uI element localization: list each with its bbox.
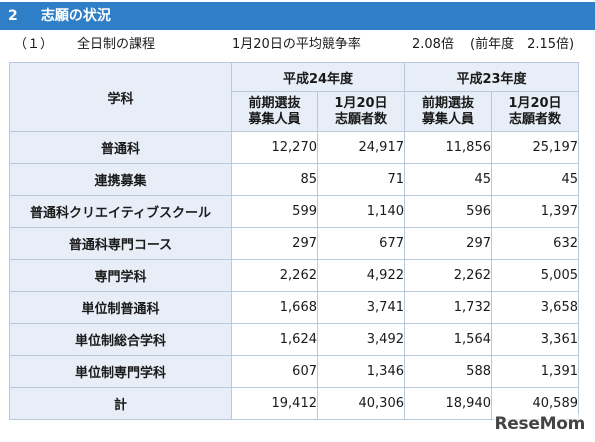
year-header-h23: 平成23年度 [404,62,579,92]
table-cell: 45 [404,163,492,196]
table-row: 単位制普通科 1,668 3,741 1,732 3,658 [9,291,579,324]
subheader-line: （１） 全日制の課程 1月20日の平均競争率 2.08倍 (前年度 2.15倍) [0,34,595,56]
table-cell: 2,262 [231,259,318,292]
row-subject: 普通科クリエイティブスクール [9,195,232,228]
table-cell: 599 [231,195,318,228]
subcol-header: 前期選抜 募集人員 [231,91,318,132]
table-cell: 1,140 [317,195,405,228]
table-cell: 18,940 [404,387,492,420]
table-cell: 45 [491,163,579,196]
table-row: 単位制総合学科 1,624 3,492 1,564 3,361 [9,323,579,356]
year-header-h24: 平成24年度 [231,62,405,92]
row-subject: 連携募集 [9,163,232,196]
table-cell: 1,564 [404,323,492,356]
table-cell: 3,361 [491,323,579,356]
row-subject: 普通科専門コース [9,227,232,260]
application-status-table: 学科 平成24年度 平成23年度 前期選抜 募集人員 1月20日 志願者数 前期選抜… [9,62,579,420]
section-title: 志願の状況 [40,8,111,24]
table-cell: 5,005 [491,259,579,292]
table-row: 連携募集 85 71 45 45 [9,163,579,196]
table-cell: 1,624 [231,323,318,356]
table-cell: 677 [317,227,405,260]
table-cell: 596 [404,195,492,228]
resemom-logo: ReseMom [492,414,587,434]
table-cell: 632 [491,227,579,260]
row-subject: 普通科 [9,131,232,164]
table-cell: 1,346 [317,355,405,388]
subcol-header: 1月20日 志願者数 [491,91,579,132]
table-cell: 1,732 [404,291,492,324]
table-cell: 24,917 [317,131,405,164]
table-cell: 3,658 [491,291,579,324]
section-header: 2 志願の状況 [0,2,595,30]
row-subject: 専門学科 [9,259,232,292]
table-cell: 3,741 [317,291,405,324]
table-cell: 297 [231,227,318,260]
subheader-previous: (前年度 2.15倍) [470,37,575,52]
row-subject: 単位制総合学科 [9,323,232,356]
subheader-number: （１） [14,37,54,52]
table-row: 専門学科 2,262 4,922 2,262 5,005 [9,259,579,292]
row-subject: 単位制専門学科 [9,355,232,388]
table-cell: 25,197 [491,131,579,164]
table-cell: 19,412 [231,387,318,420]
table-row: 普通科 12,270 24,917 11,856 25,197 [9,131,579,164]
table-cell: 3,492 [317,323,405,356]
subheader-description: 1月20日の平均競争率 [232,37,361,52]
subheader-label: 全日制の課程 [77,37,156,52]
table-cell: 12,270 [231,131,318,164]
row-subject: 単位制普通科 [9,291,232,324]
table-cell: 4,922 [317,259,405,292]
table-cell: 607 [231,355,318,388]
table-row: 普通科専門コース 297 677 297 632 [9,227,579,260]
table-row: 普通科クリエイティブスクール 599 1,140 596 1,397 [9,195,579,228]
table-cell: 1,397 [491,195,579,228]
table-cell: 85 [231,163,318,196]
table-cell: 2,262 [404,259,492,292]
row-subject: 計 [9,387,232,420]
table-cell: 11,856 [404,131,492,164]
table-cell: 71 [317,163,405,196]
table-cell: 1,668 [231,291,318,324]
section-number: 2 [8,8,18,24]
subcol-header: 前期選抜 募集人員 [404,91,492,132]
table-cell: 1,391 [491,355,579,388]
table-cell: 588 [404,355,492,388]
table-cell: 40,306 [317,387,405,420]
subheader-value: 2.08倍 [412,37,454,52]
col-subject-header: 学科 [9,62,232,132]
table-row: 単位制専門学科 607 1,346 588 1,391 [9,355,579,388]
subcol-header: 1月20日 志願者数 [317,91,405,132]
table-cell: 297 [404,227,492,260]
